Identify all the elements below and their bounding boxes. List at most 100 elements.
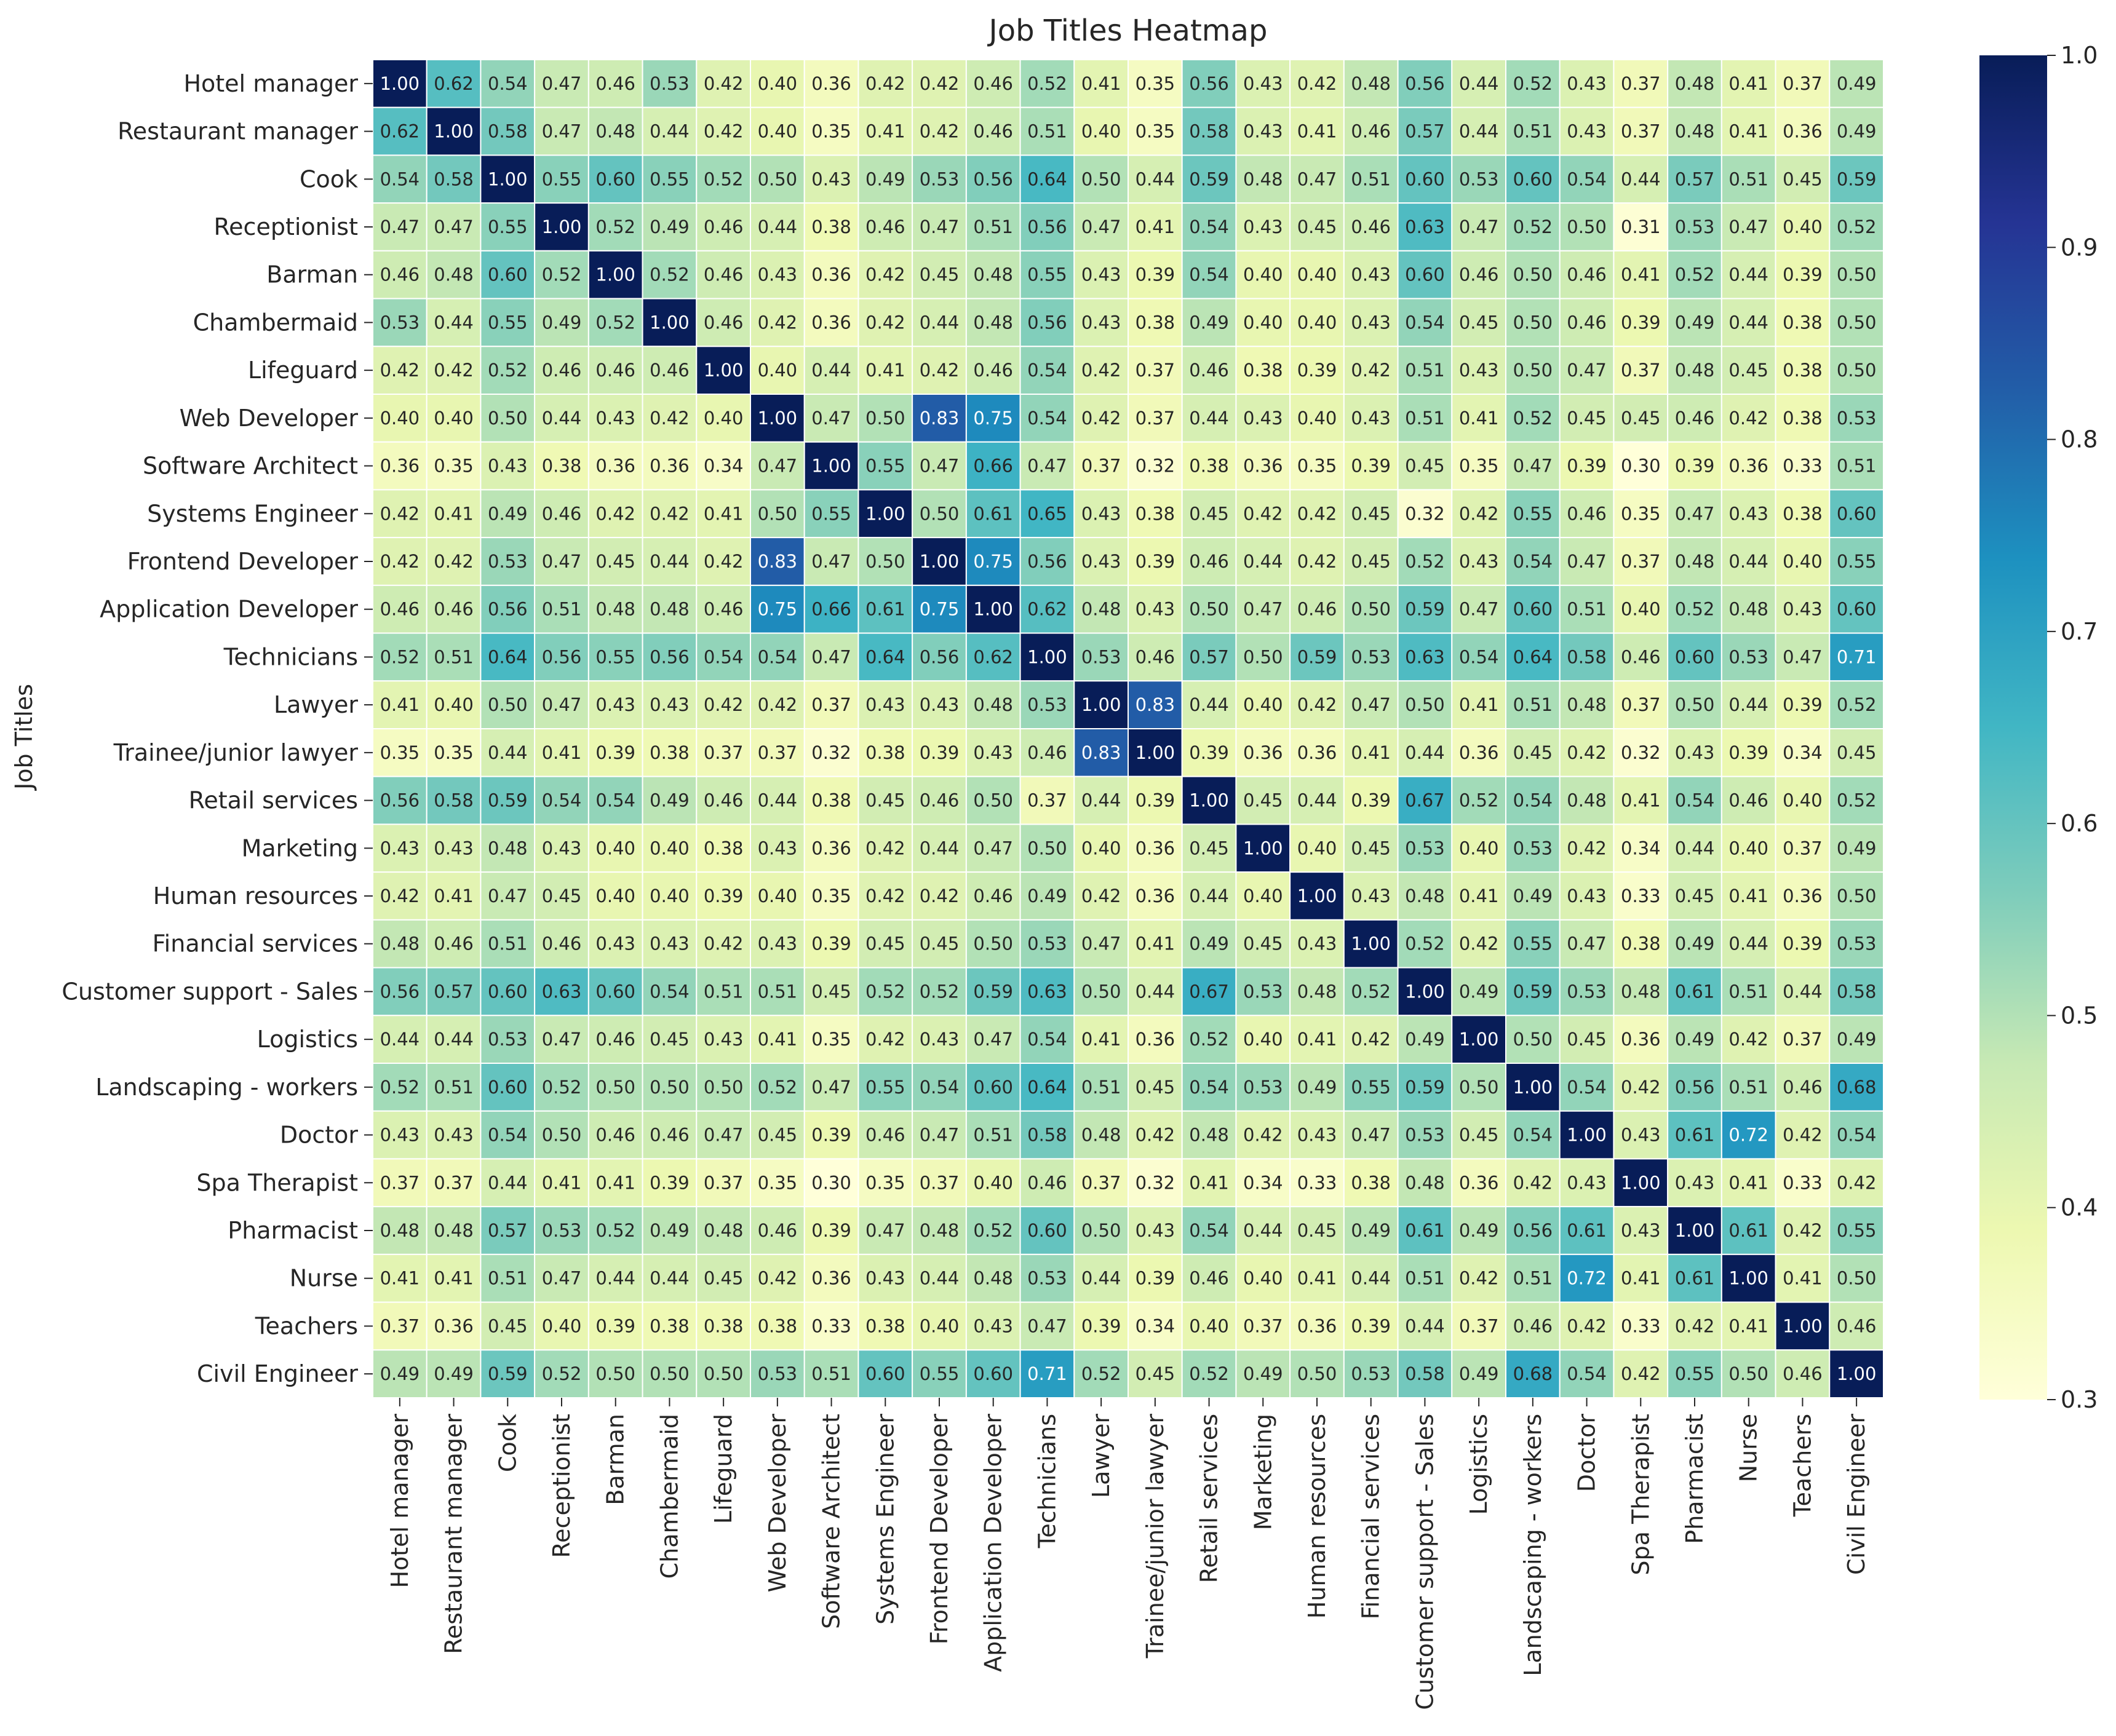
cell-value-label: 1.00 (920, 551, 960, 572)
column-label-human-resources: Human resources (1303, 1414, 1330, 1619)
cell-value-label: 0.42 (1513, 1172, 1553, 1193)
cell-value-label: 0.44 (1621, 168, 1661, 189)
row-label-hotel-manager: Hotel manager (183, 70, 358, 97)
heatmap-cell (1073, 1063, 1129, 1112)
heatmap-cell (1343, 202, 1399, 252)
cell-value-label: 0.43 (434, 838, 474, 858)
cell-value-label: 0.49 (650, 790, 690, 811)
cell-value-label: 0.42 (1728, 1029, 1768, 1050)
heatmap-cell (642, 919, 698, 969)
cell-value-label: 0.40 (1189, 1315, 1229, 1336)
cell-value-label: 1.00 (1728, 1268, 1768, 1289)
cell-value-label: 0.38 (865, 1315, 905, 1336)
cell-value-label: 0.42 (865, 1029, 905, 1050)
row-label-doctor: Doctor (280, 1122, 359, 1149)
heatmap-cell (426, 346, 482, 395)
column-label-logistics: Logistics (1465, 1414, 1492, 1515)
cell-value-label: 0.39 (1189, 742, 1229, 763)
cell-value-label: 0.48 (973, 312, 1013, 333)
cell-value-label: 0.68 (1837, 1077, 1877, 1098)
heatmap-cell (803, 1063, 859, 1112)
heatmap-cell (1235, 106, 1291, 156)
cell-value-label: 0.45 (488, 1315, 528, 1336)
cell-value-label: 0.50 (1513, 312, 1553, 333)
cell-value-label: 0.37 (1621, 551, 1661, 572)
cell-value-label: 0.61 (973, 503, 1013, 524)
heatmap-cell (1451, 59, 1507, 108)
cell-value-label: 0.43 (488, 456, 528, 477)
cell-value-label: 0.56 (650, 646, 690, 667)
cell-value-label: 0.48 (1243, 168, 1283, 189)
cell-value-label: 0.47 (542, 73, 582, 94)
cell-value-label: 1.00 (811, 456, 851, 477)
cell-value-label: 0.43 (380, 838, 420, 858)
cell-value-label: 0.59 (1513, 981, 1553, 1002)
cell-value-label: 0.46 (758, 1220, 798, 1241)
heatmap-cell (1451, 1349, 1507, 1399)
heatmap-cell (1451, 1015, 1507, 1064)
cell-value-label: 0.38 (650, 1315, 690, 1336)
cell-value-label: 0.41 (380, 1268, 420, 1289)
cell-value-label: 0.54 (1405, 312, 1445, 333)
heatmap-cell (534, 1158, 589, 1208)
cell-value-label: 0.51 (1405, 360, 1445, 381)
cell-value-label: 0.43 (1459, 551, 1499, 572)
cell-value-label: 0.31 (1621, 216, 1661, 237)
heatmap-cell (372, 250, 428, 299)
heatmap-cell (1397, 967, 1453, 1017)
heatmap-cell (912, 967, 967, 1017)
heatmap-cell (803, 250, 859, 299)
heatmap-cell (1829, 775, 1885, 825)
cell-value-label: 0.37 (1783, 838, 1823, 858)
cell-value-label: 0.44 (1459, 73, 1499, 94)
heatmap-cell (965, 632, 1021, 682)
cell-value-label: 0.52 (542, 1077, 582, 1098)
cell-value-label: 0.39 (1081, 1315, 1121, 1336)
cell-value-label: 0.47 (1243, 599, 1283, 620)
heatmap-cell (1775, 775, 1831, 825)
cell-value-label: 0.47 (811, 1077, 851, 1098)
cell-value-label: 0.56 (973, 168, 1013, 189)
heatmap-cell (1343, 298, 1399, 347)
cell-value-label: 0.46 (1189, 360, 1229, 381)
heatmap-cell (1829, 441, 1885, 491)
heatmap-cell (912, 632, 967, 682)
row-label-retail-services: Retail services (189, 787, 358, 814)
cell-value-label: 0.45 (542, 886, 582, 906)
row-label-customer-support-sales: Customer support - Sales (62, 978, 358, 1005)
cell-value-label: 0.53 (650, 73, 690, 94)
column-label-receptionist: Receptionist (548, 1414, 575, 1558)
column-label-pharmacist: Pharmacist (1681, 1414, 1708, 1544)
cell-value-label: 0.36 (811, 73, 851, 94)
cell-value-label: 0.43 (758, 264, 798, 285)
heatmap-cell (1505, 154, 1561, 204)
row-labels: Hotel manager Restaurant manager Cook Recep… (62, 70, 373, 1387)
cell-value-label: 0.64 (1513, 646, 1553, 667)
cell-value-label: 0.50 (650, 1363, 690, 1384)
cell-value-label: 0.43 (595, 933, 635, 954)
cell-value-label: 0.62 (1027, 599, 1067, 620)
cell-value-label: 0.56 (488, 599, 528, 620)
heatmap-cell (1181, 59, 1237, 108)
cell-value-label: 0.40 (1243, 1029, 1283, 1050)
cell-value-label: 0.52 (1351, 981, 1391, 1002)
cell-value-label: 0.42 (434, 360, 474, 381)
heatmap-cell (1505, 919, 1561, 969)
row-label-pharmacist: Pharmacist (228, 1217, 358, 1244)
cell-value-label: 0.47 (1728, 216, 1768, 237)
column-label-application-developer: Application Developer (980, 1414, 1007, 1672)
cell-value-label: 0.35 (811, 1029, 851, 1050)
cell-value-label: 0.36 (1136, 1029, 1175, 1050)
heatmap-cell (1667, 967, 1722, 1017)
heatmap-cell (1667, 1206, 1722, 1255)
cell-value-label: 0.35 (758, 1172, 798, 1193)
heatmap-cell (1128, 537, 1183, 586)
cell-value-label: 1.00 (1405, 981, 1445, 1002)
cell-value-label: 0.49 (650, 1220, 690, 1241)
cell-value-label: 0.53 (1728, 646, 1768, 667)
heatmap-cell (1559, 1253, 1615, 1303)
cell-value-label: 0.44 (1243, 551, 1283, 572)
cell-value-label: 0.48 (1567, 790, 1607, 811)
cell-value-label: 0.42 (865, 73, 905, 94)
cell-value-label: 0.54 (1189, 1220, 1229, 1241)
